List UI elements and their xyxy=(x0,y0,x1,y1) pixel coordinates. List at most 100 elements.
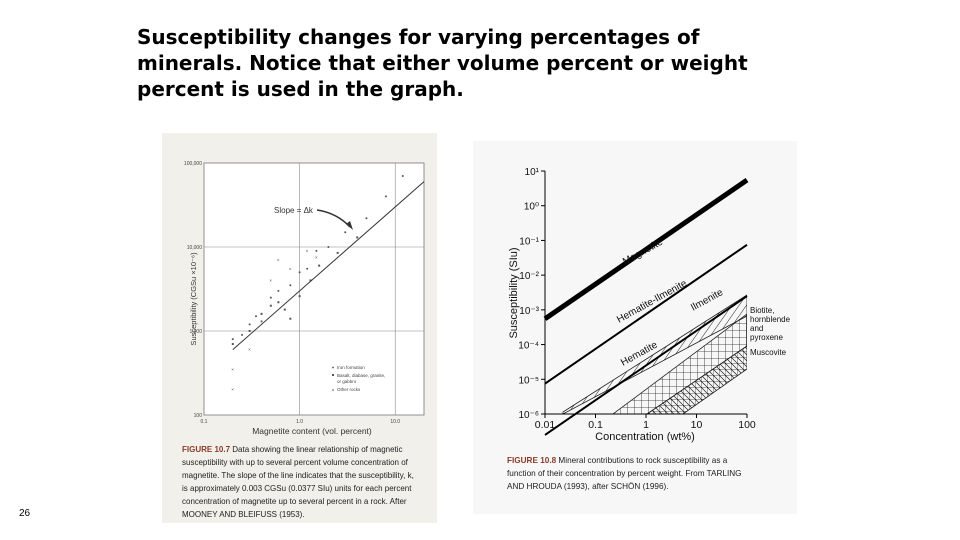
figure-10-8-caption: FIGURE 10.8 Mineral contributions to roc… xyxy=(507,454,742,493)
caption-line: magnetite. The slope of the line indicat… xyxy=(182,471,414,480)
x-tick-label: 1.0 xyxy=(296,419,303,425)
ilmenite-band xyxy=(562,294,747,414)
data-point-basalt xyxy=(309,279,312,282)
x-axis-label: Magnetite content (vol. percent) xyxy=(252,426,372,436)
title-line-2: minerals. Notice that either volume perc… xyxy=(137,51,748,75)
ilmenite-label: Ilmenite xyxy=(689,287,725,314)
y-tick-label: 100,000 xyxy=(184,161,202,167)
data-point-iron-formation xyxy=(306,267,309,270)
biotite-band xyxy=(612,313,747,414)
y-tick-label: 100 xyxy=(194,413,203,419)
legend-item-other-rocks: Other rocks xyxy=(337,387,361,392)
data-point-basalt xyxy=(260,312,263,315)
data-point-basalt xyxy=(269,304,272,307)
hematite-ilmenite-line xyxy=(544,243,748,385)
caption-line: is approximately 0.003 CGSu (0.0377 SIu)… xyxy=(182,484,412,493)
data-point-iron-formation xyxy=(298,271,301,274)
x-axis-label: Concentration (wt%) xyxy=(595,431,695,443)
y-tick-label: 10⁻³ xyxy=(519,306,539,317)
title-line-3: percent is used in the graph. xyxy=(137,77,464,101)
data-point-iron-formation xyxy=(401,175,404,178)
data-point-basalt xyxy=(231,343,234,346)
caption-line: Data showing the linear relationship of … xyxy=(230,445,403,454)
data-point-basalt xyxy=(298,295,301,298)
figure-10-7-caption: FIGURE 10.7 Data showing the linear rela… xyxy=(182,443,414,521)
data-point-iron-formation xyxy=(255,315,258,318)
y-tick-label: 10⁻⁵ xyxy=(518,375,539,386)
x-tick-label: 100 xyxy=(738,419,756,431)
plot-area xyxy=(203,162,425,416)
data-point-other-rocks: × xyxy=(248,347,251,352)
data-point-other-rocks: × xyxy=(277,258,280,263)
data-point-other-rocks: × xyxy=(231,387,234,392)
data-point-iron-formation xyxy=(231,338,234,341)
x-tick-label: 0.1 xyxy=(588,419,603,431)
x-tick-label: 0.01 xyxy=(535,419,556,431)
caption-line: function of their concentration by perce… xyxy=(507,469,742,478)
data-point-iron-formation xyxy=(344,231,347,234)
y-tick-label: 10¹ xyxy=(525,167,540,178)
hematite-ilmenite-label: Hematite-Ilmenite xyxy=(615,278,689,326)
biotite-label-line: Biotite, xyxy=(750,306,774,315)
data-point-other-rocks: × xyxy=(269,278,272,283)
magnetite-line xyxy=(543,177,749,321)
data-point-iron-formation xyxy=(260,320,263,323)
data-point-iron-formation xyxy=(289,284,292,287)
y-axis-label: Susceptibility (SIu) xyxy=(508,247,520,338)
data-point-other-rocks: × xyxy=(289,266,292,271)
hematite-line xyxy=(544,295,748,436)
data-point-other-rocks: × xyxy=(315,255,318,260)
caption-line: concentration of magnetite up to several… xyxy=(182,497,407,506)
legend: Iron formation Basalt, diabase, granite,… xyxy=(332,365,386,394)
data-point-basalt xyxy=(248,330,251,332)
data-point-iron-formation xyxy=(269,296,272,299)
magnetite-label: Magnetite xyxy=(621,236,665,267)
y-tick-label: 1,000 xyxy=(189,329,202,335)
legend-marker-basalt xyxy=(332,374,334,376)
figure-10-8: 10¹ 10⁰ 10⁻¹ 10⁻² 10⁻³ 10⁻⁴ 10⁻⁵ 10⁻⁶ 0.01 0.1 1 10… xyxy=(473,141,797,514)
data-point-basalt xyxy=(356,236,359,239)
slope-label: Slope = Δk xyxy=(274,206,314,215)
y-tick-label: 10⁻⁶ xyxy=(518,410,539,421)
x-tick-label: 0.1 xyxy=(201,419,208,425)
y-axis-label: Susceptibility (CGSu ×10⁻⁶) xyxy=(189,252,198,346)
muscovite-band xyxy=(646,345,747,414)
figure-10-8-chart: 10¹ 10⁰ 10⁻¹ 10⁻² 10⁻³ 10⁻⁴ 10⁻⁵ 10⁻⁶0.01 0.1 1 10… xyxy=(508,167,791,443)
data-point-basalt xyxy=(289,317,292,320)
muscovite-label: Muscovite xyxy=(750,348,787,357)
y-tick-label: 10⁻⁴ xyxy=(518,341,539,352)
legend-marker-iron xyxy=(332,366,334,369)
caption-line: Mineral contributions to rock susceptibi… xyxy=(556,456,728,465)
y-tick-label: 10⁰ xyxy=(524,202,539,213)
data-point-iron-formation xyxy=(327,246,330,248)
data-point-basalt xyxy=(336,251,339,254)
legend-item-basalt-cont: or gabbro xyxy=(337,379,357,384)
data-point-iron-formation xyxy=(315,249,318,252)
y-tick-label: 10⁻¹ xyxy=(519,236,539,247)
caption-lead: FIGURE 10.7 xyxy=(182,445,231,454)
slide-title: Susceptibility changes for varying perce… xyxy=(137,24,837,102)
data-point-other-rocks: × xyxy=(306,248,309,253)
x-tick-label: 10.0 xyxy=(390,419,400,425)
y-tick-label: 10⁻² xyxy=(519,271,539,282)
caption-line: AND HROUDA (1993), after SCHÖN (1996). xyxy=(507,482,669,491)
x-tick-label: 10 xyxy=(691,419,703,431)
biotite-label: Biotite, hornblende and pyroxene xyxy=(750,306,791,342)
data-point-iron-formation xyxy=(277,289,280,292)
data-point-other-rocks: × xyxy=(231,367,234,372)
data-point-basalt xyxy=(318,264,321,267)
biotite-label-line: pyroxene xyxy=(750,333,783,342)
trend-line xyxy=(232,181,425,351)
y-tick-label: 10,000 xyxy=(187,245,203,251)
biotite-label-line: and xyxy=(750,324,763,333)
title-line-1: Susceptibility changes for varying perce… xyxy=(137,25,700,49)
data-point-basalt xyxy=(283,308,286,311)
slope-arrowhead xyxy=(346,221,353,230)
legend-item-iron-formation: Iron formation xyxy=(337,365,365,370)
data-point-basalt xyxy=(277,301,280,304)
data-point-iron-formation xyxy=(248,323,251,326)
data-point-iron-formation xyxy=(241,333,244,336)
page-number: 26 xyxy=(19,508,31,519)
data-point-iron-formation xyxy=(365,217,368,220)
